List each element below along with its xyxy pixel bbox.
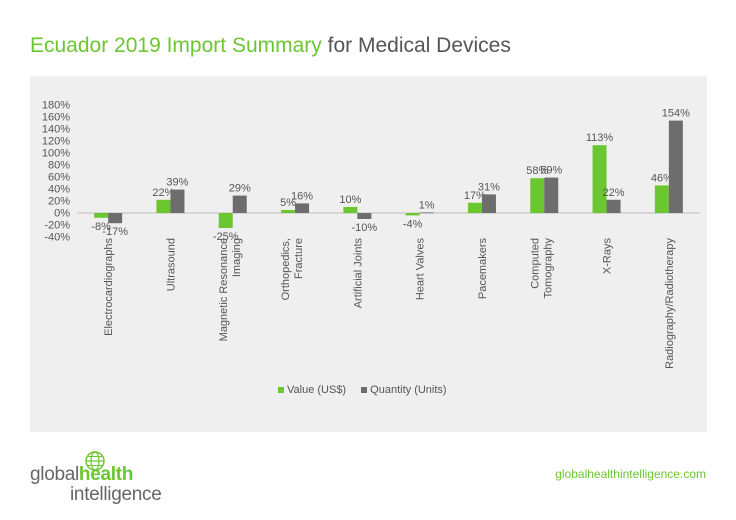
data-label: 58% <box>526 165 548 177</box>
chart-legend: Value (US$) Quantity (Units) <box>278 384 459 396</box>
bar-quantity <box>170 189 185 213</box>
bar-quantity <box>544 177 559 213</box>
data-label: -25% <box>213 231 239 243</box>
y-tick-label: 60% <box>48 172 70 184</box>
bar-quantity <box>419 212 434 214</box>
y-tick-label: 20% <box>48 196 70 208</box>
legend-swatch-value <box>278 387 284 393</box>
bar-value <box>94 213 109 218</box>
category-label: ComputedTomography <box>529 238 554 299</box>
bar-value <box>654 185 669 213</box>
bar-value <box>405 213 420 216</box>
bar-quantity <box>108 213 123 224</box>
y-tick-label: 180% <box>42 100 70 112</box>
y-tick-label: 100% <box>42 148 70 160</box>
bar-value <box>281 210 296 213</box>
legend-item-quantity: Quantity (Units) <box>361 384 447 396</box>
y-tick-label: 140% <box>42 124 70 136</box>
data-label: -17% <box>102 226 128 238</box>
bar-value <box>156 199 171 213</box>
data-label: 154% <box>662 108 690 120</box>
legend-item-value: Value (US$) <box>278 384 346 396</box>
bar-value <box>530 178 545 213</box>
global-health-intelligence-logo: globalhealth intelligence <box>30 450 170 510</box>
category-label: Orthopedics,Fracture <box>280 238 305 300</box>
y-tick-label: 80% <box>48 160 70 172</box>
data-label: 16% <box>291 190 313 202</box>
data-label: 46% <box>651 172 673 184</box>
legend-label-value: Value (US$) <box>287 384 347 396</box>
bar-quantity <box>481 194 496 213</box>
data-label: -8% <box>91 221 111 233</box>
globe-icon <box>85 451 105 471</box>
data-label: 39% <box>166 177 188 189</box>
data-label: 22% <box>603 187 625 199</box>
y-tick-label: 160% <box>42 112 70 124</box>
logo-text-intelligence: intelligence <box>70 484 162 505</box>
data-label: 113% <box>586 132 614 144</box>
data-label: -4% <box>403 218 423 230</box>
website-link[interactable]: globalhealthintelligence.com <box>555 467 706 481</box>
data-label: 31% <box>478 181 500 193</box>
data-label: 59% <box>540 165 562 177</box>
category-label: Pacemakers <box>477 238 489 300</box>
title-rest: for Medical Devices <box>321 34 511 57</box>
y-tick-label: -20% <box>44 220 70 232</box>
bar-quantity <box>357 213 372 219</box>
category-label: Ultrasound <box>165 238 177 291</box>
data-label: 10% <box>339 194 361 206</box>
bar-value <box>343 207 358 213</box>
chart-panel: 180% 160% 140% 120% 100% 80% 60% 40% 20% 0% -20% -4… <box>30 76 707 432</box>
bar-value <box>592 145 607 213</box>
logo-text-global-health: globalhealth <box>30 464 134 485</box>
y-tick-label: 120% <box>42 136 70 148</box>
page-title: Ecuador 2019 Import Summary for Medical … <box>30 34 511 58</box>
legend-swatch-quantity <box>361 387 368 393</box>
data-label: 1% <box>419 199 435 211</box>
category-label: X-Rays <box>602 238 614 275</box>
data-label: 22% <box>152 187 174 199</box>
bar-value <box>218 213 233 228</box>
category-label: Artificial Joints <box>352 238 364 309</box>
bar-quantity <box>606 199 621 213</box>
category-label: Electrocardiographs <box>103 238 115 336</box>
bar-quantity <box>232 195 247 213</box>
title-highlight: Ecuador 2019 Import Summary <box>30 34 322 57</box>
y-tick-label: 0% <box>54 208 70 220</box>
category-label: Magnetic ResonanceImaging <box>218 238 243 341</box>
legend-label-quantity: Quantity (Units) <box>370 384 447 396</box>
bar-quantity <box>295 203 310 213</box>
bar-quantity <box>668 120 683 213</box>
data-label: 5% <box>280 197 296 209</box>
bar-chart: 180%160%140%120%100%80%60%40%20%0%-20%-4… <box>42 100 700 369</box>
y-tick-label: 40% <box>48 184 70 196</box>
data-label: -10% <box>352 222 378 234</box>
data-label: 29% <box>229 183 251 195</box>
category-label: Radiography/Radiotherapy <box>664 238 676 369</box>
bar-value <box>467 202 482 213</box>
category-label: Heart Valves <box>415 238 427 301</box>
data-label: 17% <box>464 190 486 202</box>
y-tick-label: -40% <box>44 232 70 244</box>
